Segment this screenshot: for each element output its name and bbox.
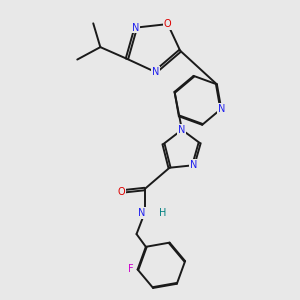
Text: N: N xyxy=(178,125,186,135)
Text: N: N xyxy=(132,22,140,33)
Text: O: O xyxy=(118,187,125,196)
Text: N: N xyxy=(218,104,225,114)
Text: F: F xyxy=(128,265,134,275)
Text: O: O xyxy=(164,19,172,29)
Text: H: H xyxy=(159,208,166,218)
Text: N: N xyxy=(138,208,146,218)
Text: N: N xyxy=(152,67,159,77)
Text: N: N xyxy=(190,160,197,170)
